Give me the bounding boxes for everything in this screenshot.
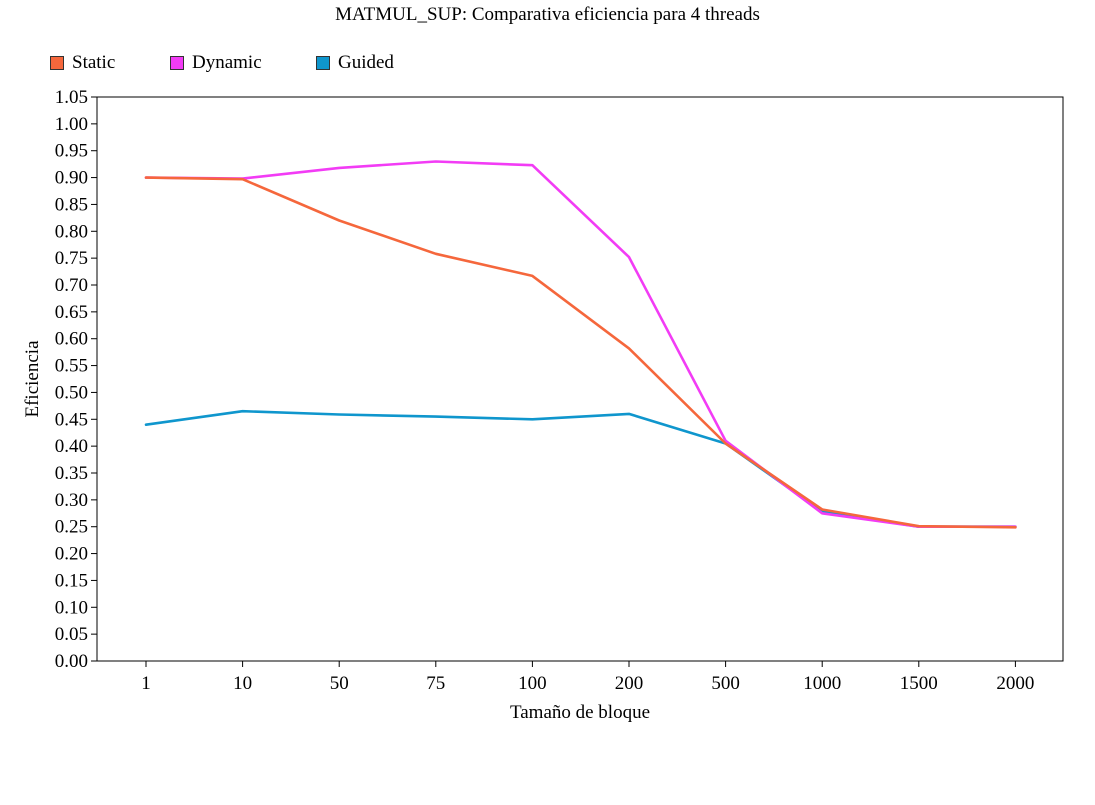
y-tick-label: 0.90: [55, 168, 88, 189]
y-tick-label: 0.60: [55, 329, 88, 350]
x-tick-label: 500: [711, 673, 740, 694]
x-axis: 1 10 50 75 100 200 500 1000 1500 2000: [141, 661, 1034, 694]
plot-area: [96, 96, 1064, 662]
legend-label-static: Static: [72, 52, 116, 73]
x-tick-label: 50: [330, 673, 349, 694]
y-tick-label: 0.25: [55, 517, 88, 538]
x-axis-label: Tamaño de bloque: [510, 702, 650, 723]
x-tick-label: 2000: [996, 673, 1034, 694]
y-tick-label: 0.15: [55, 570, 88, 591]
series-line-guided: [144, 409, 1017, 529]
x-tick-label: 10: [233, 673, 252, 694]
y-tick-label: 0.50: [55, 382, 88, 403]
y-tick-label: 0.00: [55, 651, 88, 672]
y-tick-label: 0.45: [55, 409, 88, 430]
y-tick-label: 0.20: [55, 544, 88, 565]
x-tick-label: 1000: [803, 673, 841, 694]
y-tick-label: 0.10: [55, 597, 88, 618]
y-tick-label: 0.95: [55, 141, 88, 162]
legend-swatch-guided: [316, 56, 330, 70]
legend-label-guided: Guided: [338, 52, 394, 73]
y-axis: 0.00 0.05 0.10 0.15 0.20 0.25 0.30 0.35 0.40 0.45…: [55, 87, 97, 672]
legend-swatch-static: [50, 56, 64, 70]
x-tick-label: 100: [518, 673, 547, 694]
series-layer: [144, 160, 1017, 529]
y-tick-label: 1.05: [55, 87, 88, 108]
x-tick-label: 200: [615, 673, 644, 694]
legend-swatch-dynamic: [170, 56, 184, 70]
legend-label-dynamic: Dynamic: [192, 52, 262, 73]
legend-item-static: Static: [50, 52, 115, 74]
y-tick-label: 0.70: [55, 275, 88, 296]
y-axis-label: Eficiencia: [22, 340, 43, 418]
legend-item-guided: Guided: [316, 52, 394, 74]
chart-title: MATMUL_SUP: Comparativa eficiencia para …: [335, 4, 760, 25]
y-tick-label: 0.55: [55, 356, 88, 377]
y-tick-label: 0.05: [55, 624, 88, 645]
y-tick-label: 0.80: [55, 221, 88, 242]
y-tick-label: 0.65: [55, 302, 88, 323]
x-tick-label: 1500: [900, 673, 938, 694]
y-tick-label: 1.00: [55, 114, 88, 135]
y-tick-label: 0.75: [55, 248, 88, 269]
y-tick-label: 0.85: [55, 194, 88, 215]
y-tick-label: 0.40: [55, 436, 88, 457]
y-tick-label: 0.30: [55, 490, 88, 511]
x-tick-label: 1: [141, 673, 151, 694]
x-tick-label: 75: [426, 673, 445, 694]
legend-item-dynamic: Dynamic: [170, 52, 262, 74]
series-line-dynamic: [144, 160, 1017, 529]
y-tick-label: 0.35: [55, 463, 88, 484]
series-line-static: [144, 176, 1017, 529]
